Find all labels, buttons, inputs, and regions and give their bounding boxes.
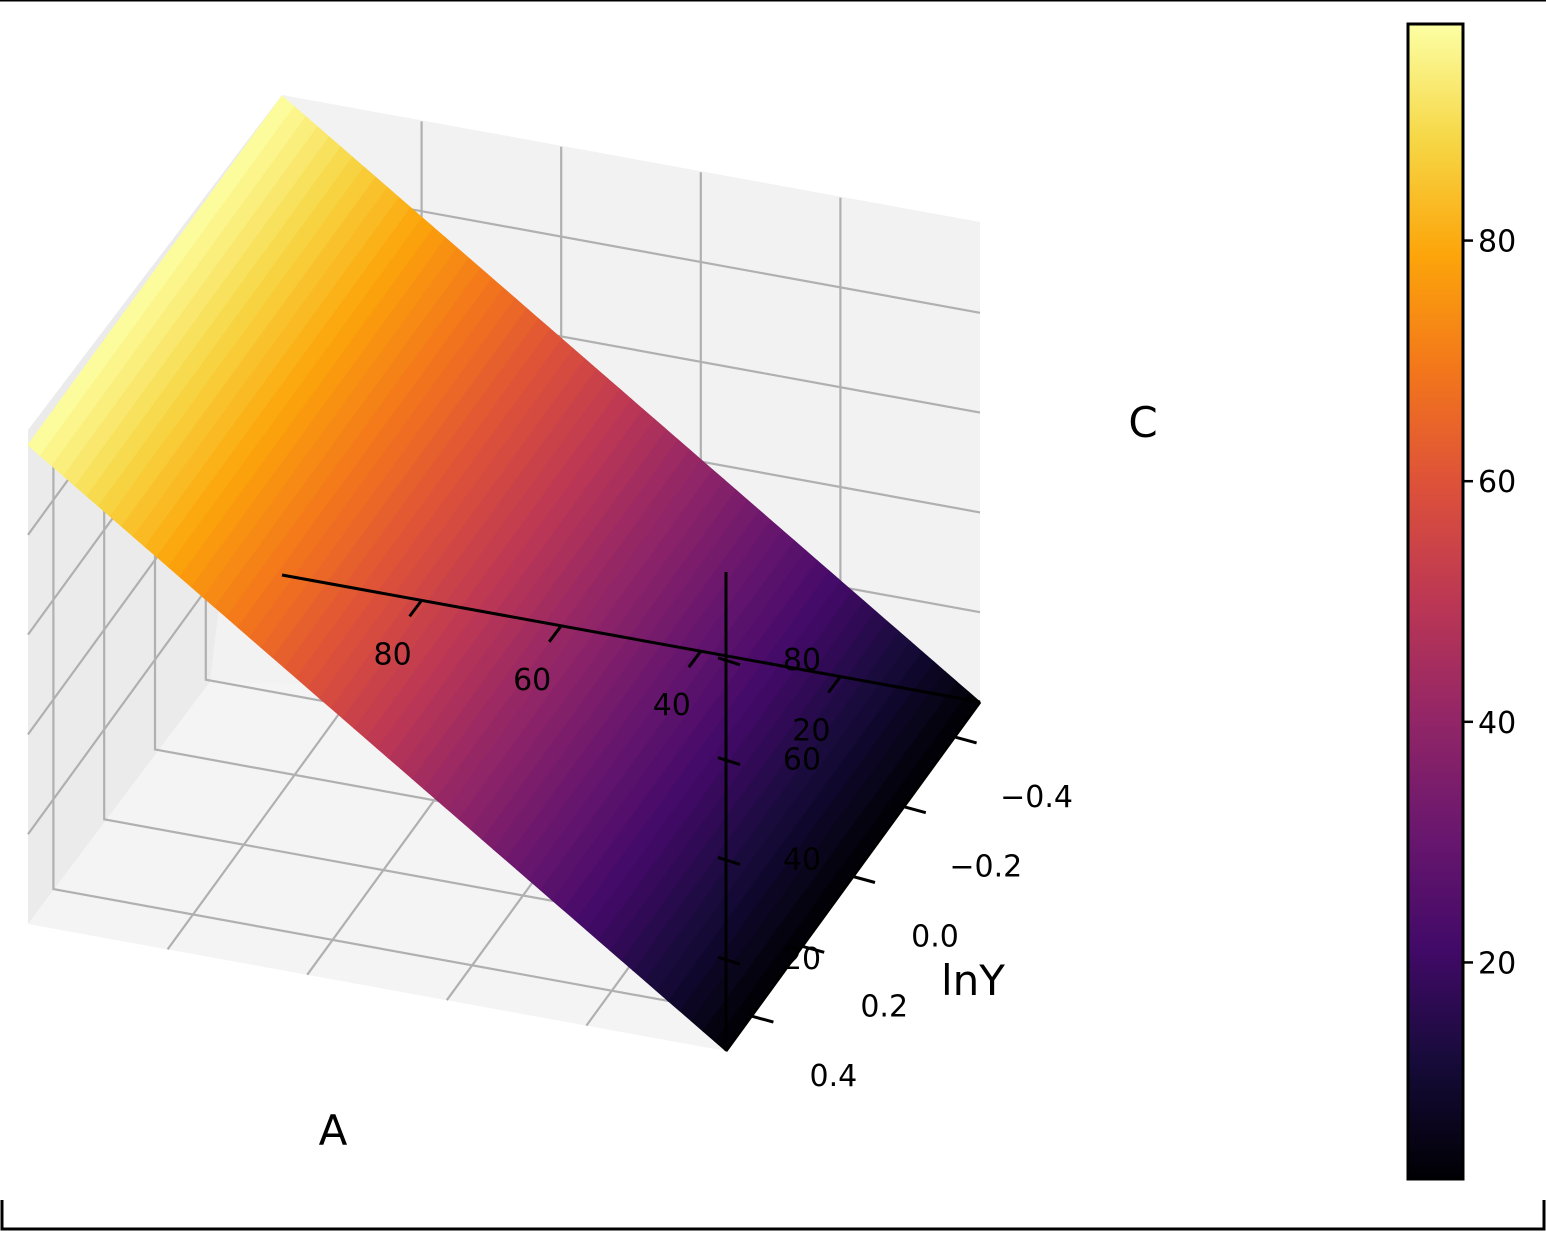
axes [281, 572, 982, 1052]
grid-line-y [52, 410, 752, 1018]
colorbar-tick-label: 20 [1478, 946, 1516, 981]
figure-bottom-bracket [0, 1200, 1546, 1231]
x-tick-label: 60 [513, 663, 551, 698]
y-tick [801, 944, 825, 954]
x-tick [408, 599, 423, 618]
z-tick [717, 656, 741, 667]
x-tick-label: 40 [653, 688, 691, 723]
z-tick [717, 955, 741, 966]
z-tick-label: 80 [783, 643, 821, 678]
z-tick-label: 60 [783, 743, 821, 778]
y-tick-label: 0.2 [860, 989, 908, 1024]
y-tick-label: 0.4 [810, 1059, 858, 1094]
y-tick [903, 805, 927, 815]
x-tick-label: 20 [792, 714, 830, 749]
x-tick [548, 624, 563, 643]
y-tick [852, 875, 876, 884]
z-tick [717, 855, 741, 866]
tick-labels: 20 40 60 80 −0.4 −0.2 0.00.20.4 20 40 60 80 [374, 637, 1074, 1094]
z-tick-label: 40 [783, 842, 821, 877]
y-tick [751, 1014, 774, 1024]
y-tick-label: 0.0 [911, 920, 959, 955]
x-axis-line [281, 573, 981, 704]
z-axis-title: C [1128, 398, 1157, 447]
surface-band [27, 95, 295, 456]
y-axis-title: lnY [941, 956, 1005, 1005]
colorbar [1406, 22, 1465, 1181]
colorbar-tick-label: 80 [1478, 225, 1516, 260]
colorbar-tick-label: 40 [1478, 706, 1516, 741]
y-tick [954, 735, 977, 745]
colorbar-tick-label: 60 [1478, 465, 1516, 500]
x-tick [827, 675, 842, 694]
x-tick [687, 650, 702, 669]
z-tick [717, 756, 741, 767]
y-tick-label: −0.2 [949, 850, 1022, 885]
colorbar-ticks: 20 40 60 80 [1463, 225, 1516, 981]
y-tick-label: −0.4 [1000, 780, 1073, 815]
z-tick-label: 20 [783, 942, 821, 977]
x-axis-title: A [319, 1106, 348, 1155]
x-tick-label: 80 [374, 637, 412, 672]
surface [27, 95, 981, 1052]
